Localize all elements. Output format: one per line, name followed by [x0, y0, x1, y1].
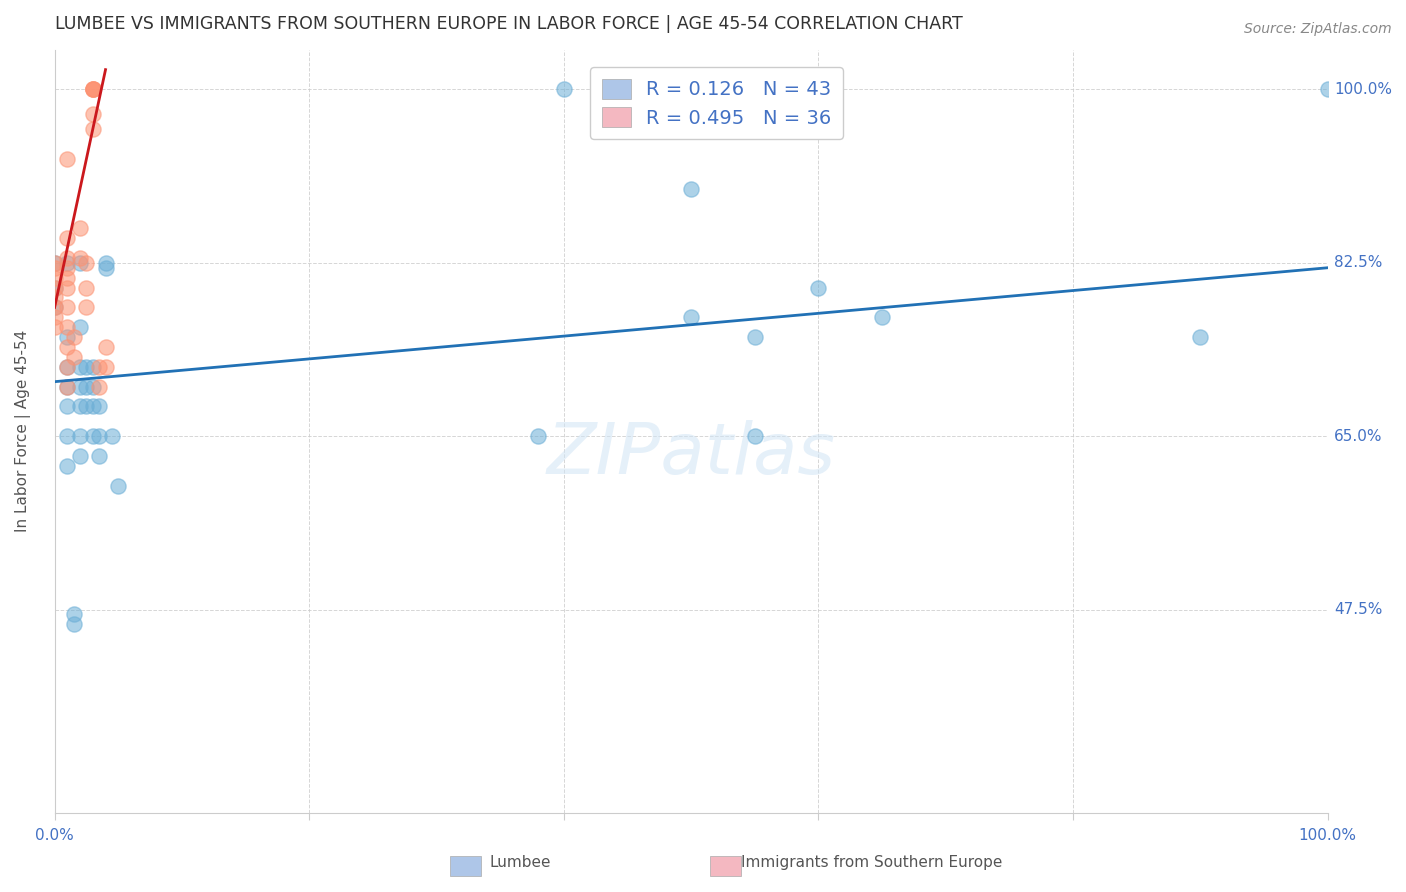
- Point: [681, 181, 703, 195]
- Point: [69, 221, 91, 235]
- Point: [75, 256, 97, 270]
- Point: [44, 260, 66, 275]
- Point: [56, 400, 79, 414]
- Point: [1316, 82, 1339, 96]
- Point: [82, 82, 104, 96]
- Point: [56, 330, 79, 344]
- Text: 47.5%: 47.5%: [1334, 602, 1382, 617]
- Point: [56, 152, 79, 166]
- Point: [44, 301, 66, 315]
- Point: [56, 270, 79, 285]
- Point: [89, 359, 111, 374]
- Point: [44, 301, 66, 315]
- Point: [94, 340, 117, 354]
- Point: [69, 429, 91, 443]
- Point: [82, 107, 104, 121]
- Point: [807, 280, 830, 294]
- Point: [62, 607, 84, 622]
- Point: [56, 429, 79, 443]
- Point: [56, 251, 79, 265]
- Text: 100.0%: 100.0%: [1299, 828, 1357, 843]
- Point: [870, 310, 893, 325]
- Point: [69, 251, 91, 265]
- Point: [744, 330, 766, 344]
- Point: [681, 310, 703, 325]
- Point: [75, 301, 97, 315]
- Point: [56, 359, 79, 374]
- Point: [56, 340, 79, 354]
- Point: [553, 82, 575, 96]
- Point: [56, 231, 79, 245]
- Text: Lumbee: Lumbee: [489, 855, 551, 870]
- Text: 65.0%: 65.0%: [1334, 429, 1382, 443]
- Point: [89, 449, 111, 463]
- Point: [69, 320, 91, 334]
- Point: [62, 350, 84, 364]
- Point: [44, 256, 66, 270]
- Point: [1189, 330, 1212, 344]
- Text: 100.0%: 100.0%: [1334, 82, 1392, 97]
- Point: [69, 256, 91, 270]
- Point: [56, 458, 79, 473]
- Point: [82, 82, 104, 96]
- Point: [44, 320, 66, 334]
- Point: [56, 359, 79, 374]
- Point: [89, 400, 111, 414]
- Point: [82, 379, 104, 393]
- Point: [94, 256, 117, 270]
- Point: [82, 122, 104, 136]
- Legend: R = 0.126   N = 43, R = 0.495   N = 36: R = 0.126 N = 43, R = 0.495 N = 36: [591, 67, 844, 139]
- Point: [44, 280, 66, 294]
- Point: [75, 400, 97, 414]
- Point: [44, 270, 66, 285]
- Point: [527, 429, 550, 443]
- Text: Immigrants from Southern Europe: Immigrants from Southern Europe: [741, 855, 1002, 870]
- Point: [69, 379, 91, 393]
- Point: [56, 256, 79, 270]
- Point: [69, 400, 91, 414]
- Point: [44, 290, 66, 304]
- Point: [101, 429, 124, 443]
- Point: [44, 310, 66, 325]
- Point: [82, 82, 104, 96]
- Point: [56, 320, 79, 334]
- Point: [82, 82, 104, 96]
- Point: [89, 429, 111, 443]
- Point: [69, 359, 91, 374]
- Point: [82, 429, 104, 443]
- Point: [56, 260, 79, 275]
- Point: [82, 400, 104, 414]
- Point: [56, 280, 79, 294]
- Point: [62, 617, 84, 632]
- Point: [62, 330, 84, 344]
- Point: [56, 301, 79, 315]
- Text: 0.0%: 0.0%: [35, 828, 75, 843]
- Point: [82, 359, 104, 374]
- Text: ZIPatlas: ZIPatlas: [547, 419, 835, 489]
- Y-axis label: In Labor Force | Age 45-54: In Labor Force | Age 45-54: [15, 330, 31, 533]
- Point: [75, 280, 97, 294]
- Point: [75, 359, 97, 374]
- Point: [69, 449, 91, 463]
- Point: [44, 256, 66, 270]
- Text: 82.5%: 82.5%: [1334, 255, 1382, 270]
- Point: [56, 379, 79, 393]
- Point: [107, 478, 129, 492]
- Point: [44, 280, 66, 294]
- Text: LUMBEE VS IMMIGRANTS FROM SOUTHERN EUROPE IN LABOR FORCE | AGE 45-54 CORRELATION: LUMBEE VS IMMIGRANTS FROM SOUTHERN EUROP…: [55, 15, 962, 33]
- Text: Source: ZipAtlas.com: Source: ZipAtlas.com: [1244, 22, 1392, 37]
- Point: [75, 379, 97, 393]
- Point: [56, 379, 79, 393]
- Point: [94, 260, 117, 275]
- Point: [744, 429, 766, 443]
- Point: [89, 379, 111, 393]
- Point: [94, 359, 117, 374]
